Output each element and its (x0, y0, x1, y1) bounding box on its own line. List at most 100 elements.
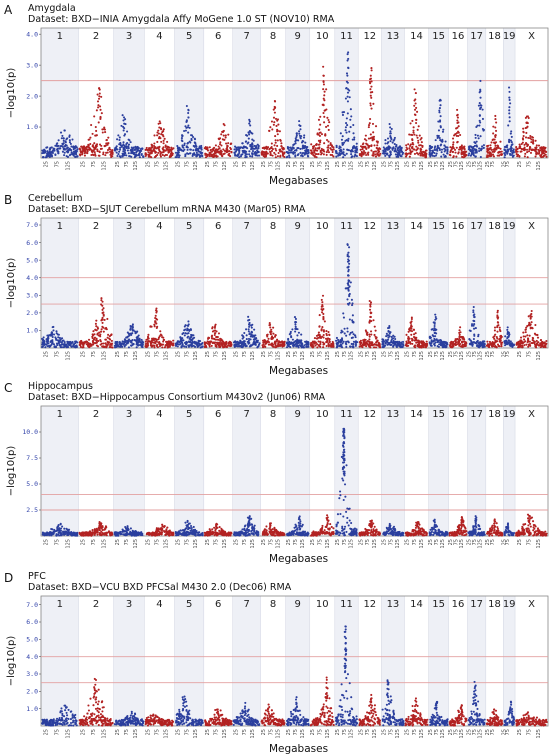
snp-point (515, 149, 518, 152)
snp-point (510, 147, 513, 150)
snp-point (123, 147, 126, 150)
snp-point (118, 155, 121, 158)
chromosome-band (381, 28, 405, 158)
snp-point (268, 129, 271, 132)
snp-point (433, 324, 436, 328)
snp-point (463, 147, 466, 151)
snp-point (516, 153, 520, 156)
snp-point (415, 118, 418, 121)
snp-point (251, 335, 254, 338)
snp-point (412, 328, 416, 331)
snp-point (155, 338, 158, 341)
snp-point (210, 154, 213, 157)
snp-point (389, 150, 392, 153)
snp-point (105, 142, 108, 145)
snp-point (248, 130, 251, 133)
snp-point (476, 134, 479, 137)
snp-point (418, 144, 421, 147)
snp-point (102, 330, 105, 333)
snp-point (296, 334, 299, 337)
snp-point (191, 153, 194, 156)
snp-point (398, 341, 401, 344)
snp-point (457, 152, 460, 155)
snp-point (176, 345, 179, 348)
snp-point (456, 116, 459, 119)
x-tick-label: 25 (261, 161, 267, 167)
snp-point (364, 151, 367, 154)
snp-point (291, 338, 294, 341)
x-tick-label: 75 (412, 351, 418, 357)
snp-point (496, 330, 499, 333)
snp-point (351, 302, 354, 305)
x-tick-label: 125 (419, 161, 425, 171)
snp-point (444, 148, 447, 152)
snp-point (311, 147, 315, 150)
snp-point (269, 330, 272, 333)
snp-point (458, 333, 461, 336)
snp-point (299, 136, 302, 139)
x-tick-label: 25 (381, 161, 387, 167)
snp-point (272, 123, 275, 126)
snp-point (41, 345, 44, 348)
snp-point (456, 126, 459, 129)
snp-point (79, 345, 82, 348)
x-tick-label: 25 (234, 539, 240, 545)
snp-point (469, 150, 472, 153)
snp-point (435, 152, 438, 155)
snp-point (162, 128, 165, 131)
x-tick-label: 75 (365, 539, 371, 545)
snp-point (397, 146, 400, 149)
snp-point (322, 74, 325, 77)
snp-point (493, 335, 496, 338)
snp-point (56, 344, 59, 347)
snp-point (196, 344, 199, 348)
snp-point (530, 341, 533, 345)
snp-point (414, 344, 417, 347)
snp-point (325, 341, 328, 344)
snp-point (433, 151, 436, 155)
chromosome-band (404, 218, 429, 348)
snp-point (417, 139, 420, 142)
x-tick-label: 75 (472, 351, 478, 357)
snp-point (322, 346, 325, 349)
snp-point (337, 338, 340, 342)
snp-point (376, 144, 379, 147)
x-tick-label: 25 (176, 161, 182, 167)
snp-point (345, 87, 348, 90)
snp-point (187, 131, 190, 134)
snp-point (367, 146, 370, 149)
snp-point (493, 326, 497, 329)
snp-point (370, 69, 373, 72)
snp-point (183, 334, 186, 337)
snp-point (85, 340, 88, 343)
snp-point (298, 120, 301, 123)
snp-point (474, 142, 477, 145)
x-tick-label: 25 (310, 351, 316, 357)
snp-point (413, 113, 416, 116)
snp-point (106, 151, 109, 154)
snp-point (492, 148, 495, 151)
x-tick-label: 25 (448, 539, 454, 545)
snp-point (452, 141, 455, 144)
snp-point (399, 146, 402, 150)
snp-point (437, 129, 441, 132)
snp-point (523, 143, 526, 146)
snp-point (301, 145, 304, 148)
snp-point (470, 324, 474, 327)
snp-point (247, 337, 251, 340)
x-tick-label: 25 (115, 351, 121, 357)
snp-point (451, 344, 454, 347)
snp-point (108, 337, 111, 340)
snp-point (184, 153, 187, 156)
snp-point (252, 338, 255, 341)
x-tick-label: 75 (388, 161, 394, 167)
snp-point (95, 344, 98, 347)
snp-point (366, 143, 369, 146)
snp-point (516, 147, 519, 151)
snp-point (534, 323, 537, 327)
snp-point (184, 125, 187, 128)
snp-point (164, 144, 167, 147)
snp-point (411, 142, 414, 146)
snp-point (208, 343, 211, 346)
snp-point (515, 343, 519, 346)
